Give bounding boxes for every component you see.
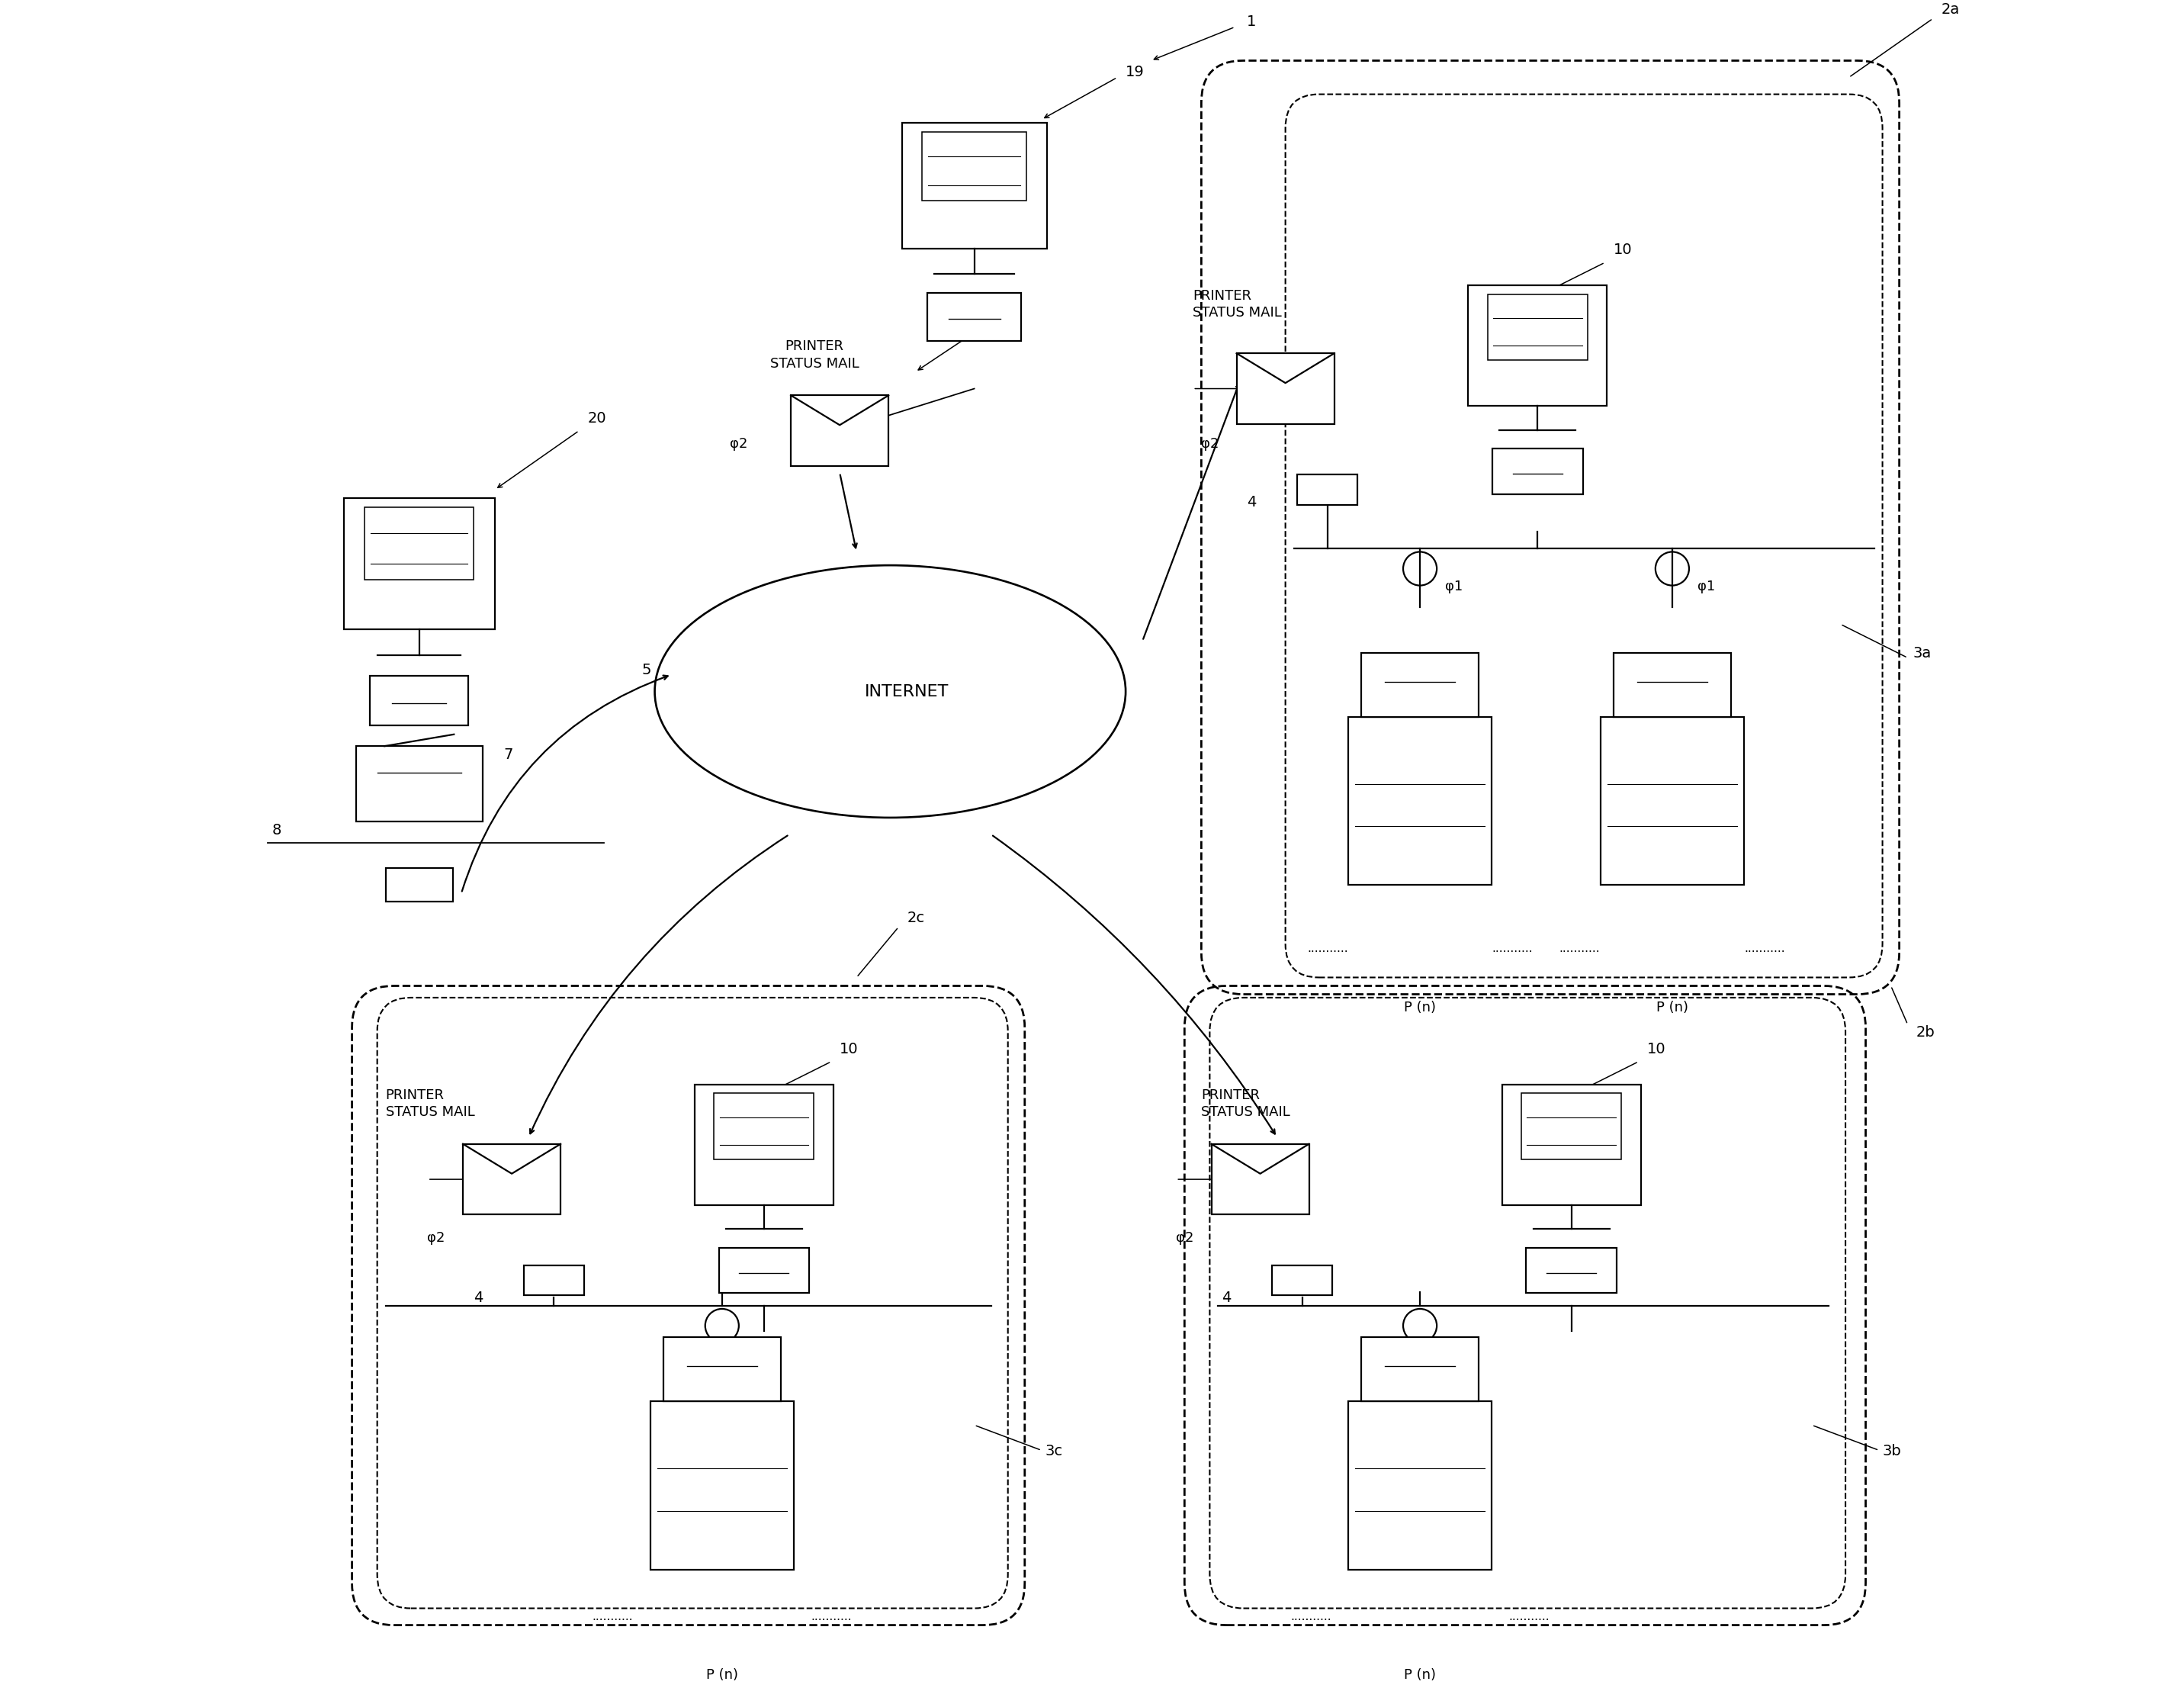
FancyBboxPatch shape [369,676,467,726]
Text: 19: 19 [1125,65,1144,80]
Text: φ2: φ2 [729,436,747,450]
Text: 6: 6 [1000,302,1009,315]
Text: 10: 10 [1614,242,1631,257]
Text: 3a: 3a [1913,646,1931,661]
FancyBboxPatch shape [1402,654,1439,712]
Text: ...........: ........... [1745,942,1784,954]
Text: 2b: 2b [1915,1024,1935,1039]
FancyBboxPatch shape [928,293,1022,341]
Text: ...........: ........... [1509,1610,1551,1622]
FancyBboxPatch shape [1487,295,1588,360]
FancyBboxPatch shape [387,867,452,901]
FancyBboxPatch shape [356,746,483,821]
Text: φ1: φ1 [747,1343,764,1356]
FancyBboxPatch shape [714,1094,815,1159]
Text: P (n): P (n) [1404,1668,1435,1682]
FancyBboxPatch shape [791,395,889,465]
Text: 3b: 3b [1883,1443,1902,1459]
Text: P (n): P (n) [705,1668,738,1682]
Text: φ1: φ1 [1446,579,1463,593]
FancyBboxPatch shape [1503,1085,1640,1205]
Text: 7: 7 [502,748,513,762]
Text: 10: 10 [839,1041,858,1056]
Text: 3c: 3c [1044,1443,1064,1459]
FancyBboxPatch shape [664,1338,780,1401]
FancyBboxPatch shape [343,498,496,629]
FancyBboxPatch shape [1653,654,1690,712]
FancyBboxPatch shape [1212,1143,1308,1215]
Text: INTERNET: INTERNET [865,683,950,699]
FancyBboxPatch shape [719,1247,808,1293]
FancyBboxPatch shape [1601,717,1743,884]
FancyBboxPatch shape [1492,448,1583,494]
FancyBboxPatch shape [1522,1094,1621,1159]
Text: ...........: ........... [1306,942,1348,954]
FancyBboxPatch shape [902,123,1046,249]
FancyBboxPatch shape [1361,653,1479,717]
FancyBboxPatch shape [365,508,474,579]
Text: ...........: ........... [1492,942,1533,954]
Text: ...........: ........... [1291,1610,1330,1622]
FancyBboxPatch shape [524,1264,583,1295]
Text: 2c: 2c [906,910,924,925]
Text: PRINTER
STATUS MAIL: PRINTER STATUS MAIL [771,339,858,371]
FancyBboxPatch shape [463,1143,561,1215]
Text: ...........: ........... [810,1610,852,1622]
Text: φ2: φ2 [428,1230,446,1244]
FancyBboxPatch shape [1468,286,1607,406]
Text: 1: 1 [1247,15,1256,29]
Text: P (n): P (n) [1404,1000,1435,1014]
Text: 2a: 2a [1942,2,1959,17]
Ellipse shape [655,566,1125,818]
Text: PRINTER
STATUS MAIL: PRINTER STATUS MAIL [1201,1089,1291,1120]
FancyBboxPatch shape [1271,1264,1332,1295]
Text: 4: 4 [1221,1290,1232,1305]
Text: PRINTER
STATUS MAIL: PRINTER STATUS MAIL [387,1089,474,1120]
Text: 10: 10 [1647,1041,1666,1056]
FancyBboxPatch shape [703,1338,740,1397]
FancyBboxPatch shape [1297,474,1358,504]
FancyBboxPatch shape [1361,1338,1479,1401]
Text: φ1: φ1 [1697,579,1714,593]
Text: ...........: ........... [1559,942,1601,954]
Text: 8: 8 [271,823,282,837]
FancyBboxPatch shape [1402,1338,1439,1397]
FancyBboxPatch shape [1348,1401,1492,1569]
FancyBboxPatch shape [1236,353,1334,424]
Text: 5: 5 [642,663,651,678]
FancyBboxPatch shape [1614,653,1732,717]
Text: ...........: ........... [592,1610,633,1622]
Text: φ1: φ1 [1446,1343,1463,1356]
FancyBboxPatch shape [651,1401,793,1569]
Text: 4: 4 [1247,494,1256,509]
Text: P (n): P (n) [1655,1000,1688,1014]
Text: PRINTER
STATUS MAIL: PRINTER STATUS MAIL [1192,290,1282,320]
Text: 4: 4 [474,1290,483,1305]
Text: φ2: φ2 [1201,436,1219,450]
FancyBboxPatch shape [1348,717,1492,884]
Text: φ2: φ2 [1175,1230,1192,1244]
FancyBboxPatch shape [695,1085,834,1205]
FancyBboxPatch shape [1527,1247,1616,1293]
Text: 20: 20 [587,411,607,426]
FancyBboxPatch shape [922,131,1026,201]
